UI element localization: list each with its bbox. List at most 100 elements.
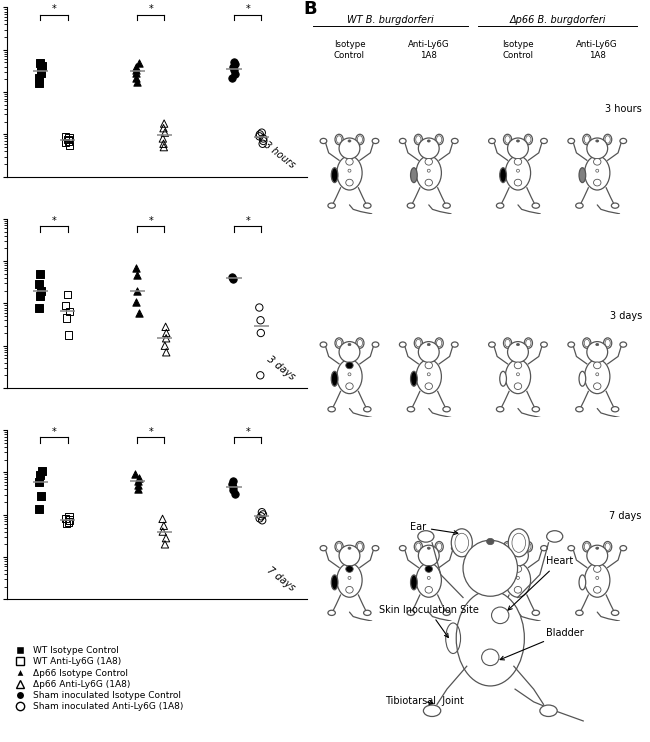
Text: WT B. burgdorferi: WT B. burgdorferi bbox=[347, 15, 434, 24]
Ellipse shape bbox=[372, 342, 379, 347]
Ellipse shape bbox=[346, 180, 353, 186]
Point bbox=[62, 289, 73, 301]
Text: 7 days: 7 days bbox=[265, 565, 297, 593]
Text: *: * bbox=[51, 4, 57, 14]
Ellipse shape bbox=[593, 362, 601, 369]
Text: *: * bbox=[245, 4, 250, 14]
Point bbox=[159, 138, 169, 150]
Point bbox=[34, 301, 44, 313]
Point bbox=[34, 476, 45, 487]
Ellipse shape bbox=[425, 159, 432, 165]
Circle shape bbox=[508, 341, 528, 362]
Text: 7 days: 7 days bbox=[610, 511, 642, 522]
Ellipse shape bbox=[583, 542, 591, 552]
Text: 3 hours: 3 hours bbox=[262, 140, 297, 171]
Circle shape bbox=[419, 545, 439, 566]
Ellipse shape bbox=[399, 545, 406, 551]
Point bbox=[35, 490, 46, 502]
Ellipse shape bbox=[427, 139, 430, 142]
Point bbox=[61, 518, 72, 530]
Ellipse shape bbox=[451, 529, 473, 556]
Ellipse shape bbox=[452, 545, 458, 551]
Ellipse shape bbox=[399, 138, 406, 143]
Ellipse shape bbox=[346, 586, 353, 593]
Ellipse shape bbox=[411, 168, 417, 183]
Point bbox=[255, 128, 265, 140]
Ellipse shape bbox=[579, 168, 586, 183]
Ellipse shape bbox=[541, 138, 547, 143]
Point bbox=[64, 306, 75, 318]
Ellipse shape bbox=[372, 545, 379, 551]
Point bbox=[133, 479, 144, 490]
Point bbox=[161, 332, 172, 344]
Point bbox=[228, 484, 239, 496]
Ellipse shape bbox=[514, 565, 522, 572]
Circle shape bbox=[339, 545, 360, 566]
Ellipse shape bbox=[356, 338, 364, 348]
Point bbox=[158, 133, 168, 145]
Ellipse shape bbox=[425, 565, 432, 572]
Ellipse shape bbox=[425, 180, 432, 186]
Ellipse shape bbox=[335, 134, 343, 145]
Point bbox=[64, 516, 74, 528]
Ellipse shape bbox=[348, 547, 351, 549]
Point bbox=[61, 312, 72, 324]
Ellipse shape bbox=[435, 338, 443, 348]
Ellipse shape bbox=[576, 610, 583, 615]
Ellipse shape bbox=[335, 542, 343, 552]
Ellipse shape bbox=[517, 547, 519, 549]
Point bbox=[134, 307, 144, 319]
Point bbox=[227, 73, 237, 85]
Ellipse shape bbox=[328, 407, 335, 412]
Ellipse shape bbox=[356, 542, 364, 552]
Ellipse shape bbox=[346, 159, 353, 165]
Point bbox=[229, 56, 239, 68]
Point bbox=[132, 76, 142, 88]
Ellipse shape bbox=[612, 610, 619, 615]
Ellipse shape bbox=[427, 344, 430, 346]
Ellipse shape bbox=[583, 338, 591, 348]
Ellipse shape bbox=[584, 359, 610, 393]
Text: *: * bbox=[148, 216, 153, 226]
Ellipse shape bbox=[604, 134, 612, 145]
Ellipse shape bbox=[337, 359, 362, 393]
Ellipse shape bbox=[363, 407, 371, 412]
Text: 3 days: 3 days bbox=[610, 312, 642, 321]
Ellipse shape bbox=[435, 542, 443, 552]
Ellipse shape bbox=[532, 203, 540, 209]
Point bbox=[36, 464, 47, 476]
Circle shape bbox=[419, 341, 439, 362]
Ellipse shape bbox=[604, 338, 612, 348]
Ellipse shape bbox=[497, 203, 504, 209]
Point bbox=[160, 340, 170, 352]
Legend: WT Isotype Control, WT Anti-Ly6G (1A8), Δp66 Isotype Control, Δp66 Anti-Ly6G (1A: WT Isotype Control, WT Anti-Ly6G (1A8), … bbox=[11, 646, 183, 712]
Circle shape bbox=[587, 138, 608, 159]
Ellipse shape bbox=[497, 407, 504, 412]
Ellipse shape bbox=[514, 159, 522, 165]
Ellipse shape bbox=[579, 575, 586, 590]
Point bbox=[60, 513, 71, 525]
Point bbox=[131, 61, 141, 73]
Point bbox=[34, 57, 45, 69]
Text: *: * bbox=[51, 216, 57, 226]
Ellipse shape bbox=[427, 547, 430, 549]
Text: Ear: Ear bbox=[410, 522, 458, 534]
Ellipse shape bbox=[346, 565, 353, 572]
Ellipse shape bbox=[363, 203, 371, 209]
Ellipse shape bbox=[416, 359, 441, 393]
Point bbox=[257, 506, 267, 518]
Ellipse shape bbox=[593, 383, 601, 390]
Point bbox=[157, 513, 168, 525]
Point bbox=[257, 138, 268, 150]
Point bbox=[131, 296, 141, 308]
Point bbox=[161, 532, 171, 544]
Point bbox=[227, 271, 238, 283]
Point bbox=[160, 539, 170, 551]
Ellipse shape bbox=[500, 371, 506, 386]
Point bbox=[227, 61, 238, 73]
Point bbox=[157, 525, 168, 537]
Ellipse shape bbox=[505, 156, 530, 190]
Point bbox=[63, 134, 73, 145]
Ellipse shape bbox=[568, 138, 575, 143]
Point bbox=[130, 468, 140, 480]
